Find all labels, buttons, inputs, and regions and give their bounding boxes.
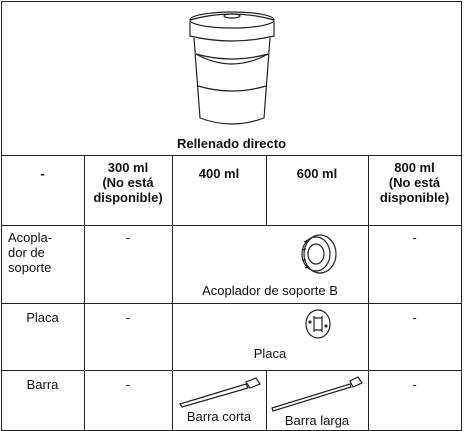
col-line	[368, 155, 369, 431]
cell: -	[412, 310, 417, 325]
header-cell: 600 ml	[296, 166, 338, 181]
section-title: Rellenado directo	[176, 136, 287, 151]
col-line	[266, 155, 267, 225]
col-line	[266, 370, 267, 431]
cell: -	[125, 377, 131, 392]
col-line	[172, 155, 173, 431]
row-label: Barra	[26, 377, 59, 392]
col-line	[84, 155, 85, 431]
plate-icon	[305, 309, 331, 339]
header-cell: 800 ml (No está disponible)	[379, 160, 450, 205]
row-label: Acopla- dor de soporte	[8, 230, 53, 275]
cell: -	[412, 230, 417, 245]
row-line	[1, 303, 462, 304]
cell: -	[412, 377, 417, 392]
bucket-icon	[189, 11, 275, 125]
long-rod-icon	[271, 376, 363, 412]
border	[1, 1, 2, 431]
cell: Barra corta	[186, 409, 252, 424]
row-label: Placa	[26, 310, 59, 325]
row-line	[1, 370, 462, 371]
cell: -	[125, 310, 131, 325]
header-cell: -	[40, 166, 45, 181]
cell: Barra larga	[284, 413, 350, 428]
border	[1, 1, 462, 2]
border	[461, 1, 462, 431]
cell: Acoplador de soporte B	[202, 283, 338, 298]
row-line	[1, 225, 462, 226]
short-rod-icon	[179, 377, 261, 408]
header-cell: 400 ml	[198, 166, 240, 181]
cell: Placa	[253, 346, 287, 361]
row-line	[1, 155, 462, 156]
cell: -	[125, 230, 131, 245]
header-cell: 300 ml (No está disponible)	[93, 160, 163, 205]
coupler-icon	[301, 234, 337, 274]
